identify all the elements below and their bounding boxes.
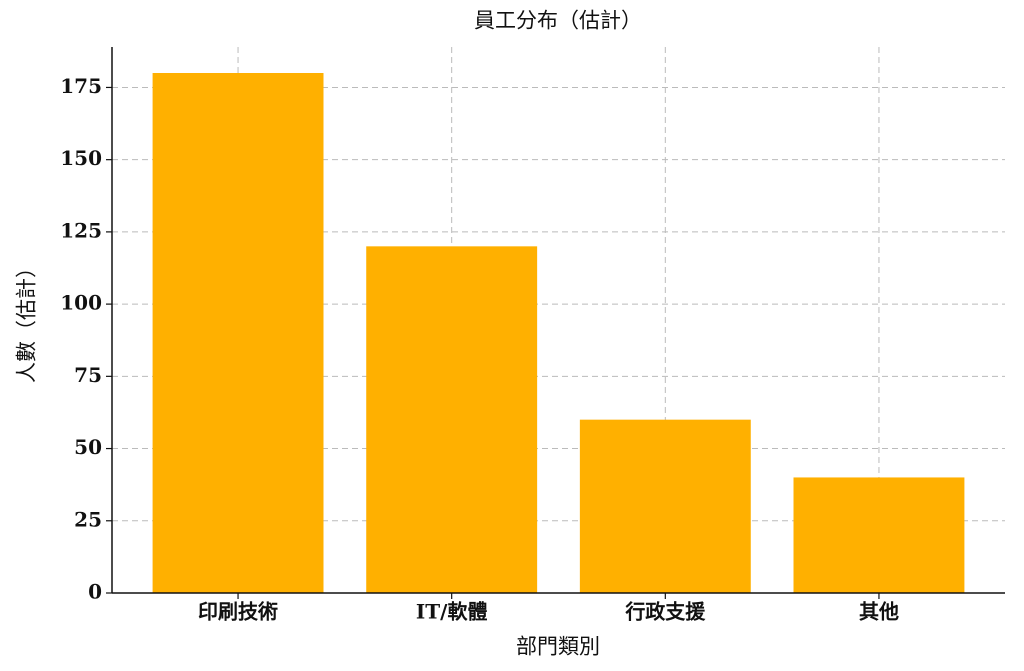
x-tick-label: IT/軟體 [416,600,488,624]
chart-title: 員工分布（估計） [474,9,642,33]
y-tick-label: 50 [74,435,102,459]
y-tick-label: 125 [60,218,102,242]
y-tick-label: 150 [60,146,102,170]
y-tick-label: 25 [74,507,102,531]
x-tick-label: 其他 [859,600,899,624]
y-axis-label: 人數（估計） [15,257,39,383]
bar [579,419,751,593]
bar [793,477,965,593]
x-tick-label: 行政支援 [624,600,706,624]
bar [366,246,538,594]
y-tick-label: 175 [60,74,102,98]
y-tick-label: 0 [88,580,102,604]
x-axis-label: 部門類別 [516,635,600,659]
bar [152,73,324,593]
y-tick-label: 100 [60,291,102,315]
x-tick-label: 印刷技術 [198,600,278,624]
y-tick-label: 75 [74,363,102,387]
